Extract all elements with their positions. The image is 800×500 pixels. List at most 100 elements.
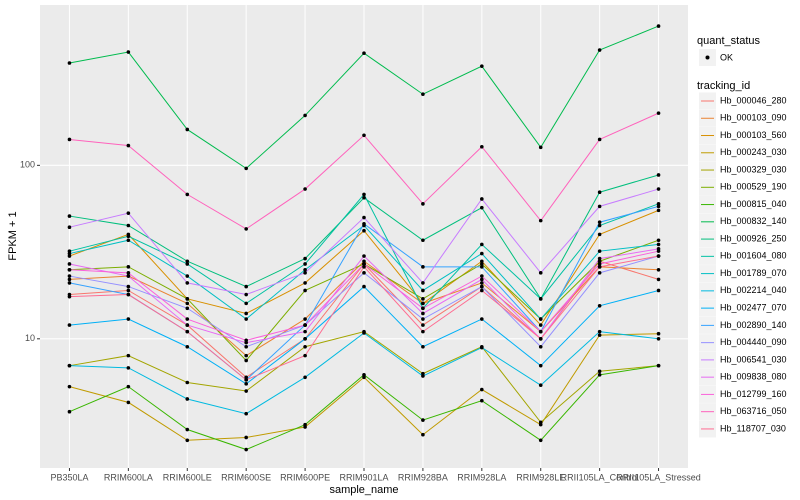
data-point <box>656 238 661 243</box>
data-point <box>185 380 190 385</box>
data-point <box>597 256 602 261</box>
x-tick-label: RRII105LA_Control <box>561 472 639 482</box>
data-point <box>480 242 484 247</box>
data-point <box>185 259 190 264</box>
data-point <box>597 369 602 374</box>
data-point <box>67 254 72 258</box>
legend-label: Hb_006541_030 <box>720 354 787 364</box>
data-point <box>656 331 661 336</box>
data-point <box>421 306 425 311</box>
data-point <box>480 259 484 264</box>
data-point <box>362 215 366 220</box>
legend-label: Hb_001789_070 <box>720 268 787 278</box>
data-point <box>362 222 366 226</box>
data-point <box>67 274 72 278</box>
data-point <box>244 375 248 380</box>
data-point <box>185 329 190 334</box>
data-point <box>480 274 484 278</box>
data-point <box>185 297 190 301</box>
data-point <box>597 223 602 228</box>
legend-label: Hb_000243_030 <box>720 147 787 157</box>
data-point <box>597 333 602 337</box>
legend-label: Hb_002890_140 <box>720 320 787 330</box>
data-point <box>244 344 248 349</box>
legend-point <box>705 55 710 60</box>
data-point <box>244 284 248 289</box>
data-point <box>656 202 661 206</box>
x-tick-label: RRIM928LA <box>457 472 506 482</box>
data-point <box>597 220 602 225</box>
data-point <box>126 50 131 54</box>
legend-label: Hb_001604_080 <box>720 251 787 261</box>
data-point <box>480 284 484 289</box>
data-point <box>244 435 248 440</box>
data-point <box>597 271 602 275</box>
legend-label: Hb_000815_040 <box>720 199 787 209</box>
data-point <box>538 420 543 425</box>
data-point <box>303 113 307 118</box>
data-point <box>126 384 131 389</box>
data-point <box>362 262 366 266</box>
data-point <box>244 389 248 393</box>
data-point <box>303 262 307 266</box>
data-point <box>303 288 307 293</box>
data-point <box>480 205 484 210</box>
data-point <box>421 317 425 321</box>
data-point <box>67 262 72 266</box>
data-point <box>480 277 484 282</box>
data-point <box>362 265 366 269</box>
data-point <box>656 204 661 209</box>
data-point <box>126 400 131 405</box>
data-point <box>67 277 72 282</box>
data-point <box>656 363 661 368</box>
legend-label: Hb_000832_140 <box>720 216 787 226</box>
data-point <box>244 382 248 386</box>
data-point <box>362 373 366 377</box>
data-point <box>538 344 543 349</box>
data-point <box>244 292 248 297</box>
x-tick-label: PB350LA <box>50 472 88 482</box>
x-tick-label: RRIM901LA <box>339 472 388 482</box>
data-point <box>67 137 72 142</box>
data-point <box>303 329 307 334</box>
data-point <box>480 251 484 256</box>
data-point <box>126 265 131 269</box>
data-point <box>126 234 131 239</box>
data-point <box>185 192 190 197</box>
data-point <box>362 259 366 264</box>
data-point <box>126 317 131 321</box>
data-point <box>480 64 484 68</box>
data-point <box>244 411 248 416</box>
y-axis-title: FPKM + 1 <box>7 211 19 260</box>
data-point <box>67 363 72 368</box>
data-point <box>303 281 307 285</box>
data-point <box>480 317 484 321</box>
data-point <box>421 311 425 316</box>
data-point <box>126 292 131 297</box>
data-point <box>185 281 190 285</box>
legend-label: Hb_012799_160 <box>720 389 787 399</box>
data-point <box>362 331 366 335</box>
data-point <box>303 323 307 327</box>
data-point <box>421 297 425 301</box>
x-tick-label: RRII105LA_Stressed <box>616 472 701 482</box>
data-point <box>421 374 425 378</box>
data-point <box>656 249 661 253</box>
data-point <box>362 284 366 289</box>
x-tick-label: RRIM600LA <box>104 472 153 482</box>
data-point <box>538 145 543 150</box>
data-point <box>67 225 72 229</box>
data-point <box>362 375 366 380</box>
data-point <box>480 265 484 269</box>
data-point <box>480 197 484 201</box>
data-point <box>244 301 248 306</box>
data-point <box>185 438 190 443</box>
data-point <box>126 223 131 228</box>
data-point <box>67 61 72 65</box>
data-point <box>656 242 661 247</box>
data-point <box>421 323 425 327</box>
x-tick-label: RRIM928LE <box>516 472 565 482</box>
data-point <box>656 267 661 272</box>
data-point <box>126 271 131 275</box>
legend-label: Hb_118707_030 <box>720 423 786 433</box>
